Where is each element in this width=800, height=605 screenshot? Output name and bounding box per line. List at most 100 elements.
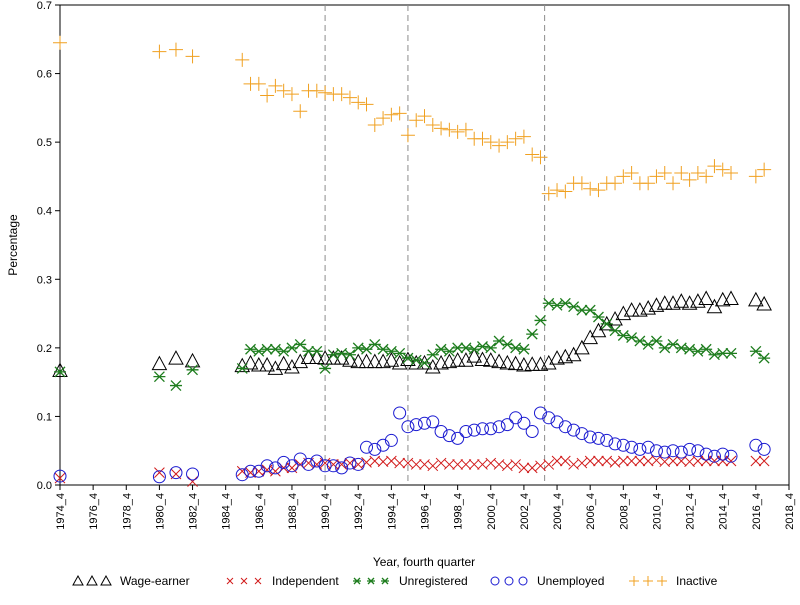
data-point bbox=[351, 457, 365, 471]
data-point bbox=[293, 104, 308, 119]
data-point bbox=[392, 106, 407, 121]
data-point bbox=[659, 456, 671, 468]
data-point bbox=[186, 364, 199, 376]
data-point bbox=[300, 349, 317, 364]
data-point bbox=[376, 438, 390, 452]
data-point bbox=[484, 422, 498, 436]
data-point bbox=[650, 335, 663, 347]
data-point bbox=[151, 355, 168, 371]
data-point bbox=[169, 380, 182, 392]
data-point bbox=[386, 455, 397, 467]
data-point bbox=[526, 328, 539, 340]
data-point bbox=[491, 353, 507, 369]
data-point bbox=[484, 342, 497, 354]
legend-marker bbox=[490, 576, 500, 586]
data-point bbox=[310, 454, 324, 468]
data-point bbox=[714, 291, 731, 307]
data-point bbox=[723, 290, 739, 305]
data-point bbox=[474, 351, 491, 367]
data-point bbox=[717, 455, 729, 467]
data-point bbox=[467, 423, 481, 437]
data-point bbox=[435, 343, 448, 355]
data-point bbox=[541, 186, 556, 201]
data-point bbox=[234, 357, 251, 373]
data-point bbox=[624, 166, 639, 180]
data-point bbox=[310, 345, 323, 357]
data-point bbox=[318, 459, 332, 473]
data-point bbox=[533, 406, 547, 420]
data-point bbox=[698, 290, 714, 305]
data-point bbox=[682, 172, 697, 187]
legend-label: Wage-earner bbox=[120, 574, 190, 588]
data-point bbox=[468, 459, 480, 470]
x-tick-label: 2012_4 bbox=[685, 493, 697, 530]
data-point bbox=[674, 166, 689, 180]
data-point bbox=[309, 83, 324, 98]
data-point bbox=[54, 366, 66, 378]
data-point bbox=[385, 345, 398, 357]
data-point bbox=[187, 476, 198, 487]
x-tick-label: 1980_4 bbox=[154, 493, 166, 530]
legend-label: Inactive bbox=[676, 574, 718, 588]
data-point bbox=[449, 352, 466, 367]
x-tick-label: 1994_4 bbox=[386, 493, 398, 530]
y-tick-label: 0.0 bbox=[37, 480, 52, 492]
data-point bbox=[757, 442, 771, 456]
legend: Wage-earner Independent Unregistered Unempl… bbox=[72, 574, 718, 588]
data-point bbox=[499, 354, 516, 370]
data-point bbox=[294, 338, 307, 350]
y-tick-label: 0.1 bbox=[37, 411, 52, 423]
data-point bbox=[352, 459, 364, 470]
data-point bbox=[550, 183, 565, 198]
data-point bbox=[748, 291, 764, 307]
data-point bbox=[592, 311, 605, 323]
data-point bbox=[583, 181, 598, 196]
data-point bbox=[443, 459, 455, 470]
x-tick-label: 1984_4 bbox=[221, 493, 233, 530]
data-point bbox=[517, 416, 531, 430]
data-point bbox=[277, 455, 291, 469]
legend-marker bbox=[226, 577, 234, 585]
data-point bbox=[268, 461, 282, 475]
data-point bbox=[275, 355, 292, 371]
data-point bbox=[482, 352, 499, 367]
data-point bbox=[607, 311, 623, 326]
data-point bbox=[268, 78, 283, 93]
data-point bbox=[418, 416, 431, 430]
y-tick-label: 0.5 bbox=[37, 137, 52, 149]
data-point bbox=[675, 455, 687, 467]
data-point bbox=[426, 415, 440, 429]
x-tick-label: 1976_4 bbox=[88, 493, 100, 530]
data-point bbox=[393, 406, 407, 420]
legend-marker bbox=[86, 574, 98, 586]
data-point bbox=[567, 423, 581, 437]
data-point bbox=[424, 359, 441, 374]
legend-marker bbox=[643, 576, 653, 586]
legend-item: Unregistered bbox=[353, 574, 468, 588]
data-point bbox=[517, 343, 530, 355]
data-point bbox=[509, 411, 523, 425]
legend-item: Unemployed bbox=[490, 574, 604, 588]
data-point bbox=[451, 431, 465, 445]
data-point bbox=[53, 35, 67, 50]
data-point bbox=[633, 442, 647, 456]
data-point bbox=[500, 418, 514, 432]
data-point bbox=[152, 44, 167, 59]
data-point bbox=[169, 466, 183, 480]
y-tick-label: 0.2 bbox=[37, 343, 52, 355]
data-point bbox=[260, 459, 274, 473]
data-point bbox=[342, 90, 357, 105]
data-point bbox=[691, 444, 705, 458]
data-point bbox=[748, 169, 763, 184]
data-point bbox=[658, 445, 672, 459]
data-point bbox=[649, 444, 663, 458]
data-point bbox=[319, 362, 332, 374]
data-point bbox=[153, 371, 166, 383]
data-point bbox=[252, 345, 265, 357]
data-point bbox=[558, 184, 573, 199]
data-point bbox=[244, 343, 257, 355]
legend-item: Independent bbox=[226, 574, 339, 588]
data-point bbox=[617, 455, 629, 467]
data-point bbox=[377, 343, 390, 355]
data-point bbox=[716, 447, 730, 461]
